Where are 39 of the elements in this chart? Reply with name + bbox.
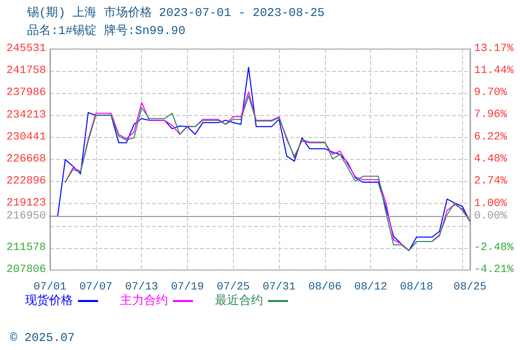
line-series — [50, 66, 470, 252]
y2-tick-label: 6.22% — [474, 131, 508, 144]
x-tick-label: 07/19 — [170, 282, 204, 294]
y-tick-label: 211578 — [6, 242, 46, 254]
y2-tick-label: 13.17% — [474, 43, 514, 55]
y-tick-label: 216950 — [6, 210, 46, 222]
x-tick-label: 08/25 — [453, 282, 487, 294]
y2-tick-label: 7.96% — [474, 109, 508, 122]
y2-tick-label: -2.48% — [474, 242, 514, 254]
y2-tick-label: 1.00% — [474, 198, 508, 210]
y2-tick-label: 0.00% — [474, 210, 508, 222]
y-tick-label: 234213 — [6, 109, 46, 122]
y-tick-label: 230441 — [6, 131, 46, 144]
legend-label: 现货价格 — [25, 294, 73, 308]
y2-tick-label: 11.44% — [474, 65, 514, 77]
y-tick-label: 241758 — [6, 65, 46, 78]
y-tick-label: 226668 — [6, 154, 46, 166]
x-tick-label: 07/13 — [125, 282, 158, 294]
y2-tick-label: 9.70% — [474, 87, 508, 100]
y2-tick-label: 4.48% — [474, 154, 508, 166]
chart-title: 锡(期) 上海 市场价格 2023-07-01 - 2023-08-25 — [26, 5, 325, 20]
x-tick-label: 08/12 — [354, 282, 388, 294]
x-tick-label: 07/01 — [33, 282, 67, 294]
x-tick-label: 08/18 — [400, 282, 434, 294]
y-tick-label: 222896 — [6, 176, 46, 188]
y-tick-label: 219123 — [6, 198, 46, 210]
y2-tick-label: -4.21% — [474, 264, 514, 276]
x-tick-label: 07/07 — [79, 282, 112, 294]
y-tick-label: 207806 — [6, 264, 46, 276]
y-tick-label: 237986 — [6, 87, 46, 100]
legend-label: 主力合约 — [120, 293, 168, 308]
chart-subtitle: 品名:1#锡锭 牌号:Sn99.90 — [27, 24, 186, 38]
x-tick-label: 08/06 — [308, 282, 342, 294]
y2-tick-label: 2.74% — [474, 176, 508, 188]
x-tick-label: 07/25 — [216, 282, 250, 294]
x-tick-label: 07/31 — [262, 282, 296, 294]
y-tick-label: 245531 — [6, 43, 46, 55]
legend-label: 最近合约 — [215, 294, 263, 308]
text: © 2025.07 — [10, 331, 75, 345]
